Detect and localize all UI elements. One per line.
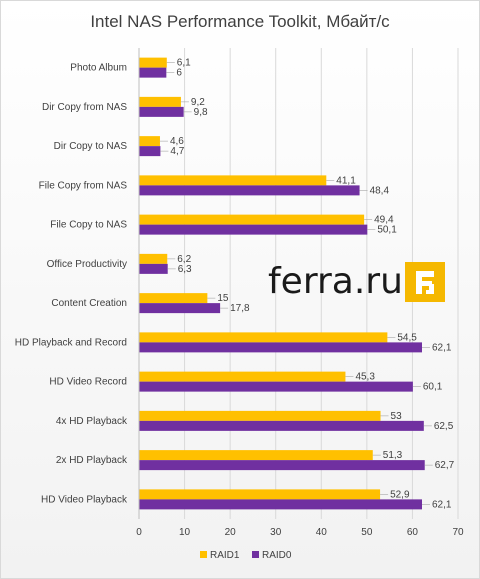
legend-label-raid0: RAID0 — [262, 550, 292, 561]
data-label: 62,7 — [435, 460, 455, 471]
category-label: Dir Copy to NAS — [54, 141, 128, 152]
data-label: 51,3 — [383, 450, 403, 461]
bar-raid1 — [139, 450, 373, 461]
bar-raid1 — [139, 489, 381, 500]
category-label: File Copy to NAS — [50, 220, 127, 231]
watermark: ferra.ru — [268, 261, 445, 302]
bar-raid0 — [139, 381, 413, 392]
bar-raid1 — [139, 57, 167, 68]
bar-raid0 — [139, 420, 424, 431]
data-label: 6,2 — [177, 254, 191, 265]
data-label: 9,2 — [191, 97, 205, 108]
bar-raid0 — [139, 146, 161, 157]
x-tick-label: 60 — [407, 527, 419, 538]
data-label: 60,1 — [423, 382, 443, 393]
x-tick-label: 40 — [316, 527, 328, 538]
bar-raid0 — [139, 224, 368, 235]
x-tick-label: 0 — [136, 527, 142, 538]
data-label: 62,1 — [432, 499, 452, 510]
watermark-text: ferra.ru — [268, 261, 403, 302]
data-label: 4,7 — [170, 146, 184, 157]
bar-raid1 — [139, 96, 181, 107]
bar-raid0 — [139, 460, 425, 471]
data-label: 53 — [391, 411, 403, 422]
data-label: 6 — [176, 68, 182, 79]
legend-swatch-raid1 — [200, 551, 207, 558]
bar-raid0 — [139, 185, 360, 196]
category-label: 4x HD Playback — [56, 416, 128, 427]
data-label: 52,9 — [390, 489, 410, 500]
category-label: Dir Copy from NAS — [42, 102, 127, 113]
ferra-logo-icon — [405, 262, 445, 302]
x-tick-label: 30 — [270, 527, 282, 538]
bar-raid1 — [139, 175, 327, 186]
x-tick-label: 50 — [361, 527, 373, 538]
bar-raid1 — [139, 253, 168, 264]
bar-raid1 — [139, 293, 208, 304]
data-label: 62,1 — [432, 342, 452, 353]
bar-raid1 — [139, 332, 388, 343]
data-label: 4,6 — [170, 136, 184, 147]
x-tick-label: 20 — [225, 527, 237, 538]
bar-raid0 — [139, 263, 168, 274]
category-label: HD Playback and Record — [15, 337, 127, 348]
bar-raid1 — [139, 136, 160, 147]
category-label: HD Video Playback — [41, 494, 128, 505]
chart-title: Intel NAS Performance Toolkit, Мбайт/с — [90, 12, 390, 31]
bar-raid0 — [139, 342, 422, 353]
x-tick-label: 10 — [179, 527, 191, 538]
data-label: 45,3 — [355, 372, 375, 383]
data-label: 6,3 — [178, 264, 192, 275]
data-label: 50,1 — [377, 225, 397, 236]
data-label: 49,4 — [374, 215, 394, 226]
data-label: 6,1 — [177, 58, 191, 69]
bar-raid1 — [139, 410, 381, 421]
legend: RAID1 RAID0 — [200, 550, 292, 561]
legend-swatch-raid0 — [252, 551, 259, 558]
data-label: 9,8 — [194, 107, 208, 118]
data-label: 62,5 — [434, 421, 454, 432]
bar-raid1 — [139, 371, 346, 382]
bar-raid1 — [139, 214, 365, 225]
data-label: 54,5 — [397, 332, 417, 343]
category-label: File Copy from NAS — [39, 180, 128, 191]
data-label: 17,8 — [230, 303, 250, 314]
axes: 0 10 20 30 40 50 60 70 Photo Album Dir Copy from … — [15, 48, 464, 538]
bar-raid0 — [139, 106, 184, 117]
category-label: Office Productivity — [47, 259, 127, 270]
category-label: HD Video Record — [49, 377, 127, 388]
bar-raid0 — [139, 303, 221, 314]
data-label: 41,1 — [336, 175, 356, 186]
bars: 6,16 9,29,8 4,64,7 41,1 48,4 49,450,1 6,26,3 15… — [139, 57, 455, 510]
bar-raid0 — [139, 499, 422, 510]
category-label: 2x HD Playback — [56, 455, 128, 466]
legend-label-raid1: RAID1 — [210, 550, 240, 561]
data-label: 48,4 — [370, 185, 390, 196]
data-label: 15 — [217, 293, 229, 304]
bar-raid0 — [139, 67, 167, 78]
category-label: Photo Album — [70, 63, 127, 74]
category-label: Content Creation — [51, 298, 127, 309]
x-tick-label: 70 — [452, 527, 464, 538]
